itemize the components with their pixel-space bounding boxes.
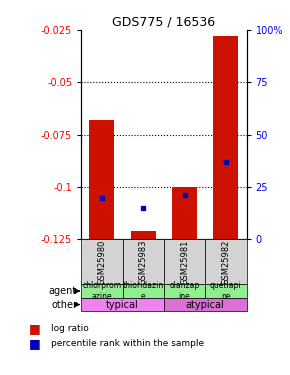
Bar: [89, 120, 114, 240]
Bar: [172, 187, 197, 240]
Bar: [122, 240, 164, 284]
Text: atypical: atypical: [186, 300, 224, 309]
Bar: [205, 284, 246, 298]
Bar: [81, 298, 164, 311]
Bar: [81, 284, 123, 298]
Bar: [164, 284, 205, 298]
Text: ■: ■: [29, 322, 41, 334]
Text: GSM25983: GSM25983: [139, 239, 148, 285]
Title: GDS775 / 16536: GDS775 / 16536: [112, 16, 215, 29]
Bar: [164, 298, 246, 311]
Bar: [131, 231, 156, 240]
Bar: [205, 240, 246, 284]
Text: thioridazin
e: thioridazin e: [123, 281, 164, 301]
Text: log ratio: log ratio: [51, 324, 88, 333]
Bar: [81, 240, 123, 284]
Text: typical: typical: [106, 300, 139, 309]
Text: GSM25980: GSM25980: [97, 239, 106, 285]
Text: other: other: [51, 300, 77, 309]
Text: GSM25982: GSM25982: [221, 239, 230, 285]
Bar: [122, 284, 164, 298]
Text: percentile rank within the sample: percentile rank within the sample: [51, 339, 204, 348]
Text: ■: ■: [29, 337, 41, 350]
Text: olanzap
ine: olanzap ine: [169, 281, 200, 301]
Bar: [213, 36, 238, 240]
Bar: [164, 240, 205, 284]
Text: agent: agent: [49, 286, 77, 296]
Text: chlorprom
azine: chlorprom azine: [82, 281, 122, 301]
Text: quetiapi
ne: quetiapi ne: [210, 281, 242, 301]
Text: GSM25981: GSM25981: [180, 239, 189, 285]
